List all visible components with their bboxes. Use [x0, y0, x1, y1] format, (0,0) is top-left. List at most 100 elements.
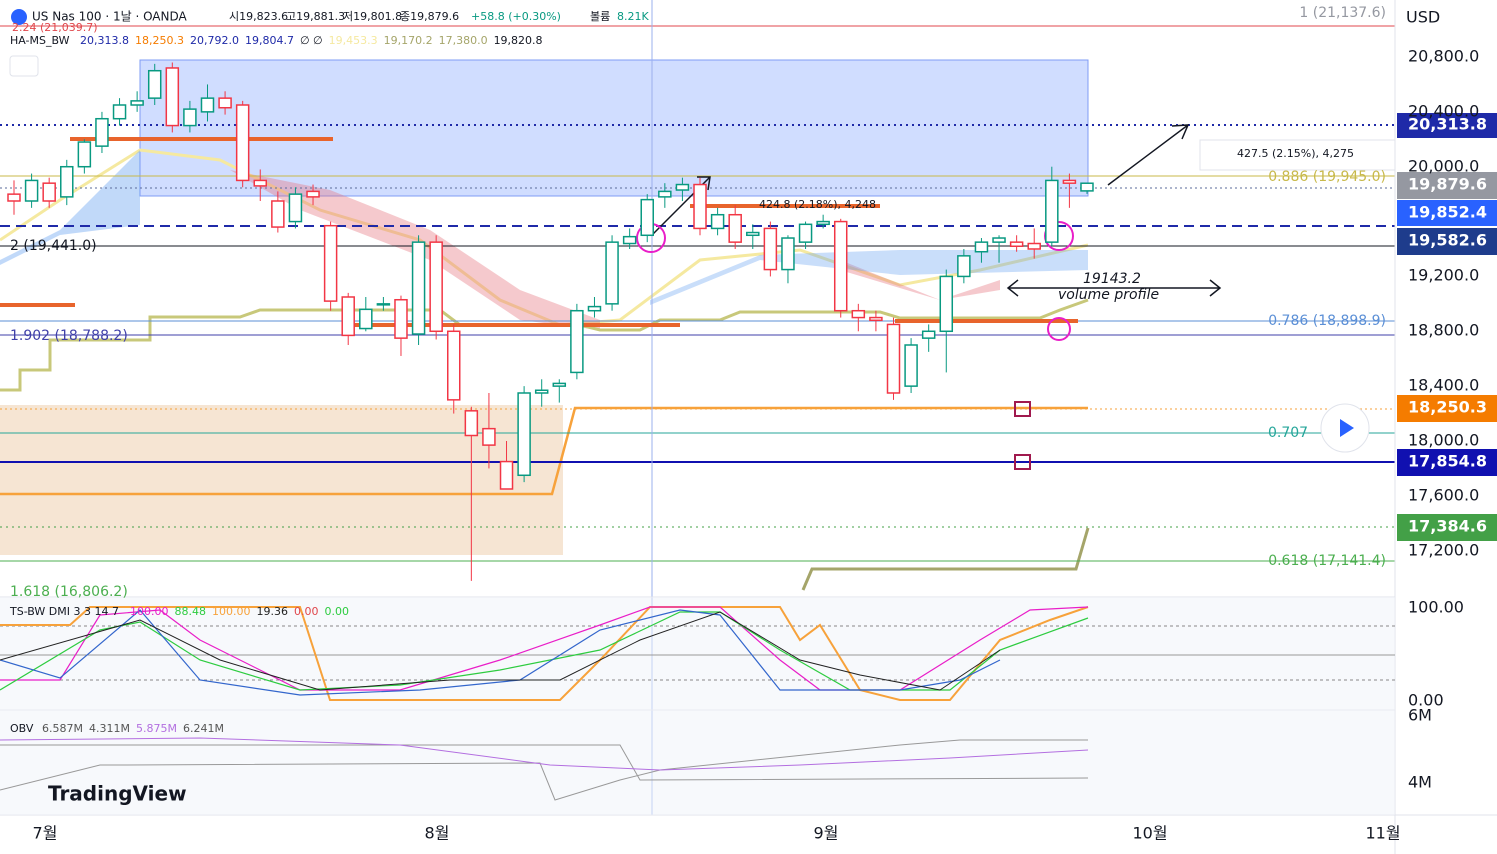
marker-circle — [1047, 317, 1071, 341]
dmi-value: 0.00 — [325, 605, 350, 618]
price-badge — [1397, 200, 1497, 226]
obv-value: 6.241M — [183, 722, 224, 735]
fib-label: 0.886 (19,945.0) — [1268, 169, 1386, 185]
candle-body — [359, 308, 373, 330]
price-label: 18,000.0 — [1408, 431, 1479, 450]
currency: USD — [1406, 8, 1440, 27]
price-label: 20,400.0 — [1408, 102, 1479, 121]
candle-body — [341, 296, 355, 337]
annotation: volume profile — [1058, 287, 1159, 303]
change: +58.8 (+0.30%) — [471, 10, 561, 23]
dmi-value: 100.00 — [212, 605, 251, 618]
candle-body — [851, 309, 866, 319]
dmi-line — [0, 611, 1001, 691]
indicator-name: HA-MS_BW — [10, 34, 70, 47]
zone-box — [139, 59, 1089, 197]
candle-body — [1080, 182, 1094, 192]
ext-level: 1.618 (16,806.2) — [10, 584, 128, 600]
symbol: US Nas 100 · 1날 · OANDA — [32, 10, 188, 24]
candle-body — [464, 410, 479, 437]
candles — [7, 62, 1094, 581]
candle-body — [482, 427, 496, 446]
price-label: 20,000.0 — [1408, 157, 1479, 176]
brand: TradingView — [48, 782, 187, 806]
dmi-line — [0, 606, 1089, 691]
indicator-value: 19,820.8 — [494, 34, 543, 47]
collapse-button[interactable] — [9, 55, 39, 77]
trail-line — [0, 406, 1088, 496]
candle-body — [42, 182, 56, 202]
badge-text: 17,384.6 — [1408, 517, 1487, 536]
symbol-icon — [11, 9, 27, 25]
dmi-value: 0.00 — [294, 605, 319, 618]
candle-body — [710, 213, 725, 230]
candle-body — [95, 117, 109, 147]
candle-body — [622, 235, 637, 245]
marker-circle — [1044, 221, 1074, 251]
time-axis: 7월 8월 9월 10월 11월 — [33, 824, 1401, 843]
candle-body — [658, 190, 672, 198]
fib-label: 0.618 (17,141.4) — [1268, 553, 1386, 569]
open: 시19,823.6 — [229, 10, 288, 23]
fib-label: 0.707 — [1268, 425, 1308, 441]
indicator-values: 20,313.8 18,250.3 20,792.0 19,804.7 ∅ ∅ 19,45… — [80, 34, 543, 47]
candle-body — [165, 67, 180, 127]
candle-body — [411, 241, 426, 335]
candle-body — [939, 275, 954, 333]
candle-body — [816, 220, 830, 226]
candle-body — [60, 165, 74, 198]
badge-text: 19,852.4 — [1408, 203, 1487, 222]
price-badge — [1397, 449, 1497, 476]
candle-body — [147, 69, 162, 99]
indicator-value: ∅ ∅ — [300, 34, 323, 47]
candle-body — [376, 303, 391, 306]
candle-body — [253, 179, 268, 187]
candle-body — [587, 305, 602, 312]
high: 고19,881.3 — [286, 10, 345, 23]
obv-title: OBV — [10, 722, 34, 735]
candle-body — [1045, 179, 1059, 243]
candle-body — [746, 231, 760, 237]
candle-body — [869, 316, 883, 322]
annotation: 19143.2 — [1083, 271, 1141, 287]
volume-label: 볼륨 — [590, 10, 610, 23]
dmi-value: 88.48 — [175, 605, 207, 618]
cloud — [840, 260, 1000, 300]
cloud — [0, 150, 140, 265]
badge-text: 18,250.3 — [1408, 398, 1487, 417]
measure-text: 427.5 (2.15%), 4,275 — [1237, 147, 1354, 160]
dmi-title: TS-BW DMI 3 3 14 7 — [9, 605, 119, 618]
indicator-value: 19,170.2 — [384, 34, 433, 47]
dmi-values: 100.00 88.48 100.00 19.36 0.00 0.00 — [130, 605, 349, 618]
fib-label: 0.786 (18,898.9) — [1268, 313, 1386, 329]
obv-value: 5.875M — [136, 722, 177, 735]
price-label: 19,200.0 — [1408, 266, 1479, 285]
time-label: 9월 — [814, 824, 839, 843]
candle-body — [921, 330, 936, 339]
badge-text: 17,854.8 — [1408, 452, 1487, 471]
volume: 8.21K — [617, 10, 649, 23]
obv-values: 6.587M 4.311M 5.875M 6.241M — [42, 722, 224, 735]
time-label: 7월 — [33, 824, 58, 843]
time-label: 10월 — [1132, 824, 1167, 843]
arrow — [1107, 124, 1190, 186]
candle-body — [886, 323, 901, 394]
ext-level: 2 (19,441.0) — [10, 238, 97, 254]
obv-axis: 4M — [1408, 773, 1432, 792]
candle-body — [728, 213, 742, 243]
candle-body — [1009, 241, 1024, 248]
arrow — [1006, 279, 1222, 297]
candle-body — [974, 241, 989, 253]
time-label: 8월 — [425, 824, 450, 843]
candle-body — [306, 190, 320, 198]
measure-text: 424.8 (2.18%), 4,248 — [759, 198, 876, 211]
candle-body — [1027, 242, 1041, 250]
price-badge — [1397, 113, 1497, 138]
candle-body — [447, 330, 461, 401]
dmi-value: 100.00 — [130, 605, 169, 618]
price-label: 17,200.0 — [1408, 541, 1479, 560]
measure-box — [1199, 139, 1396, 171]
candle-body — [763, 227, 778, 271]
